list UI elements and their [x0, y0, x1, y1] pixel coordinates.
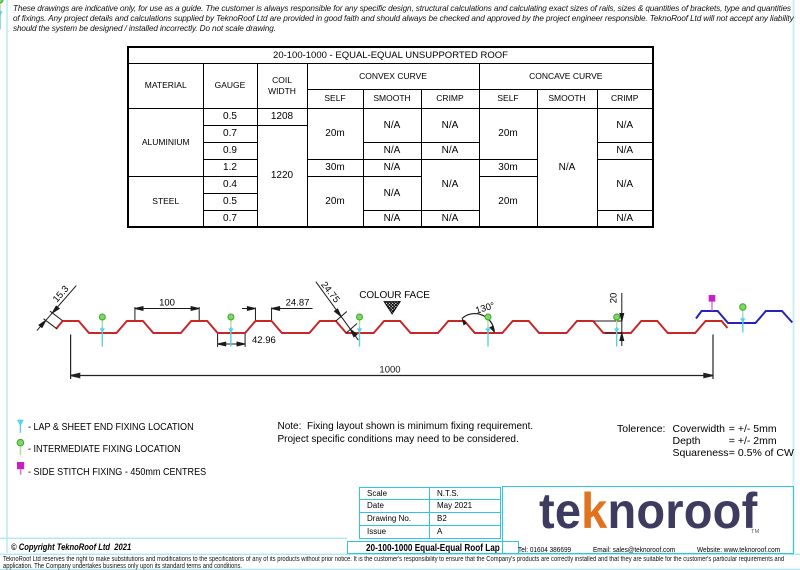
svg-text:15.3: 15.3 — [51, 284, 71, 305]
svg-text:1000: 1000 — [379, 365, 400, 376]
svg-text:COLOUR FACE: COLOUR FACE — [359, 290, 430, 301]
svg-text:100: 100 — [159, 298, 175, 309]
svg-text:24.75: 24.75 — [318, 280, 341, 306]
svg-text:42.96: 42.96 — [252, 335, 276, 346]
svg-text:130°: 130° — [474, 300, 496, 316]
svg-text:20: 20 — [609, 293, 620, 304]
svg-text:24.87: 24.87 — [286, 298, 310, 309]
